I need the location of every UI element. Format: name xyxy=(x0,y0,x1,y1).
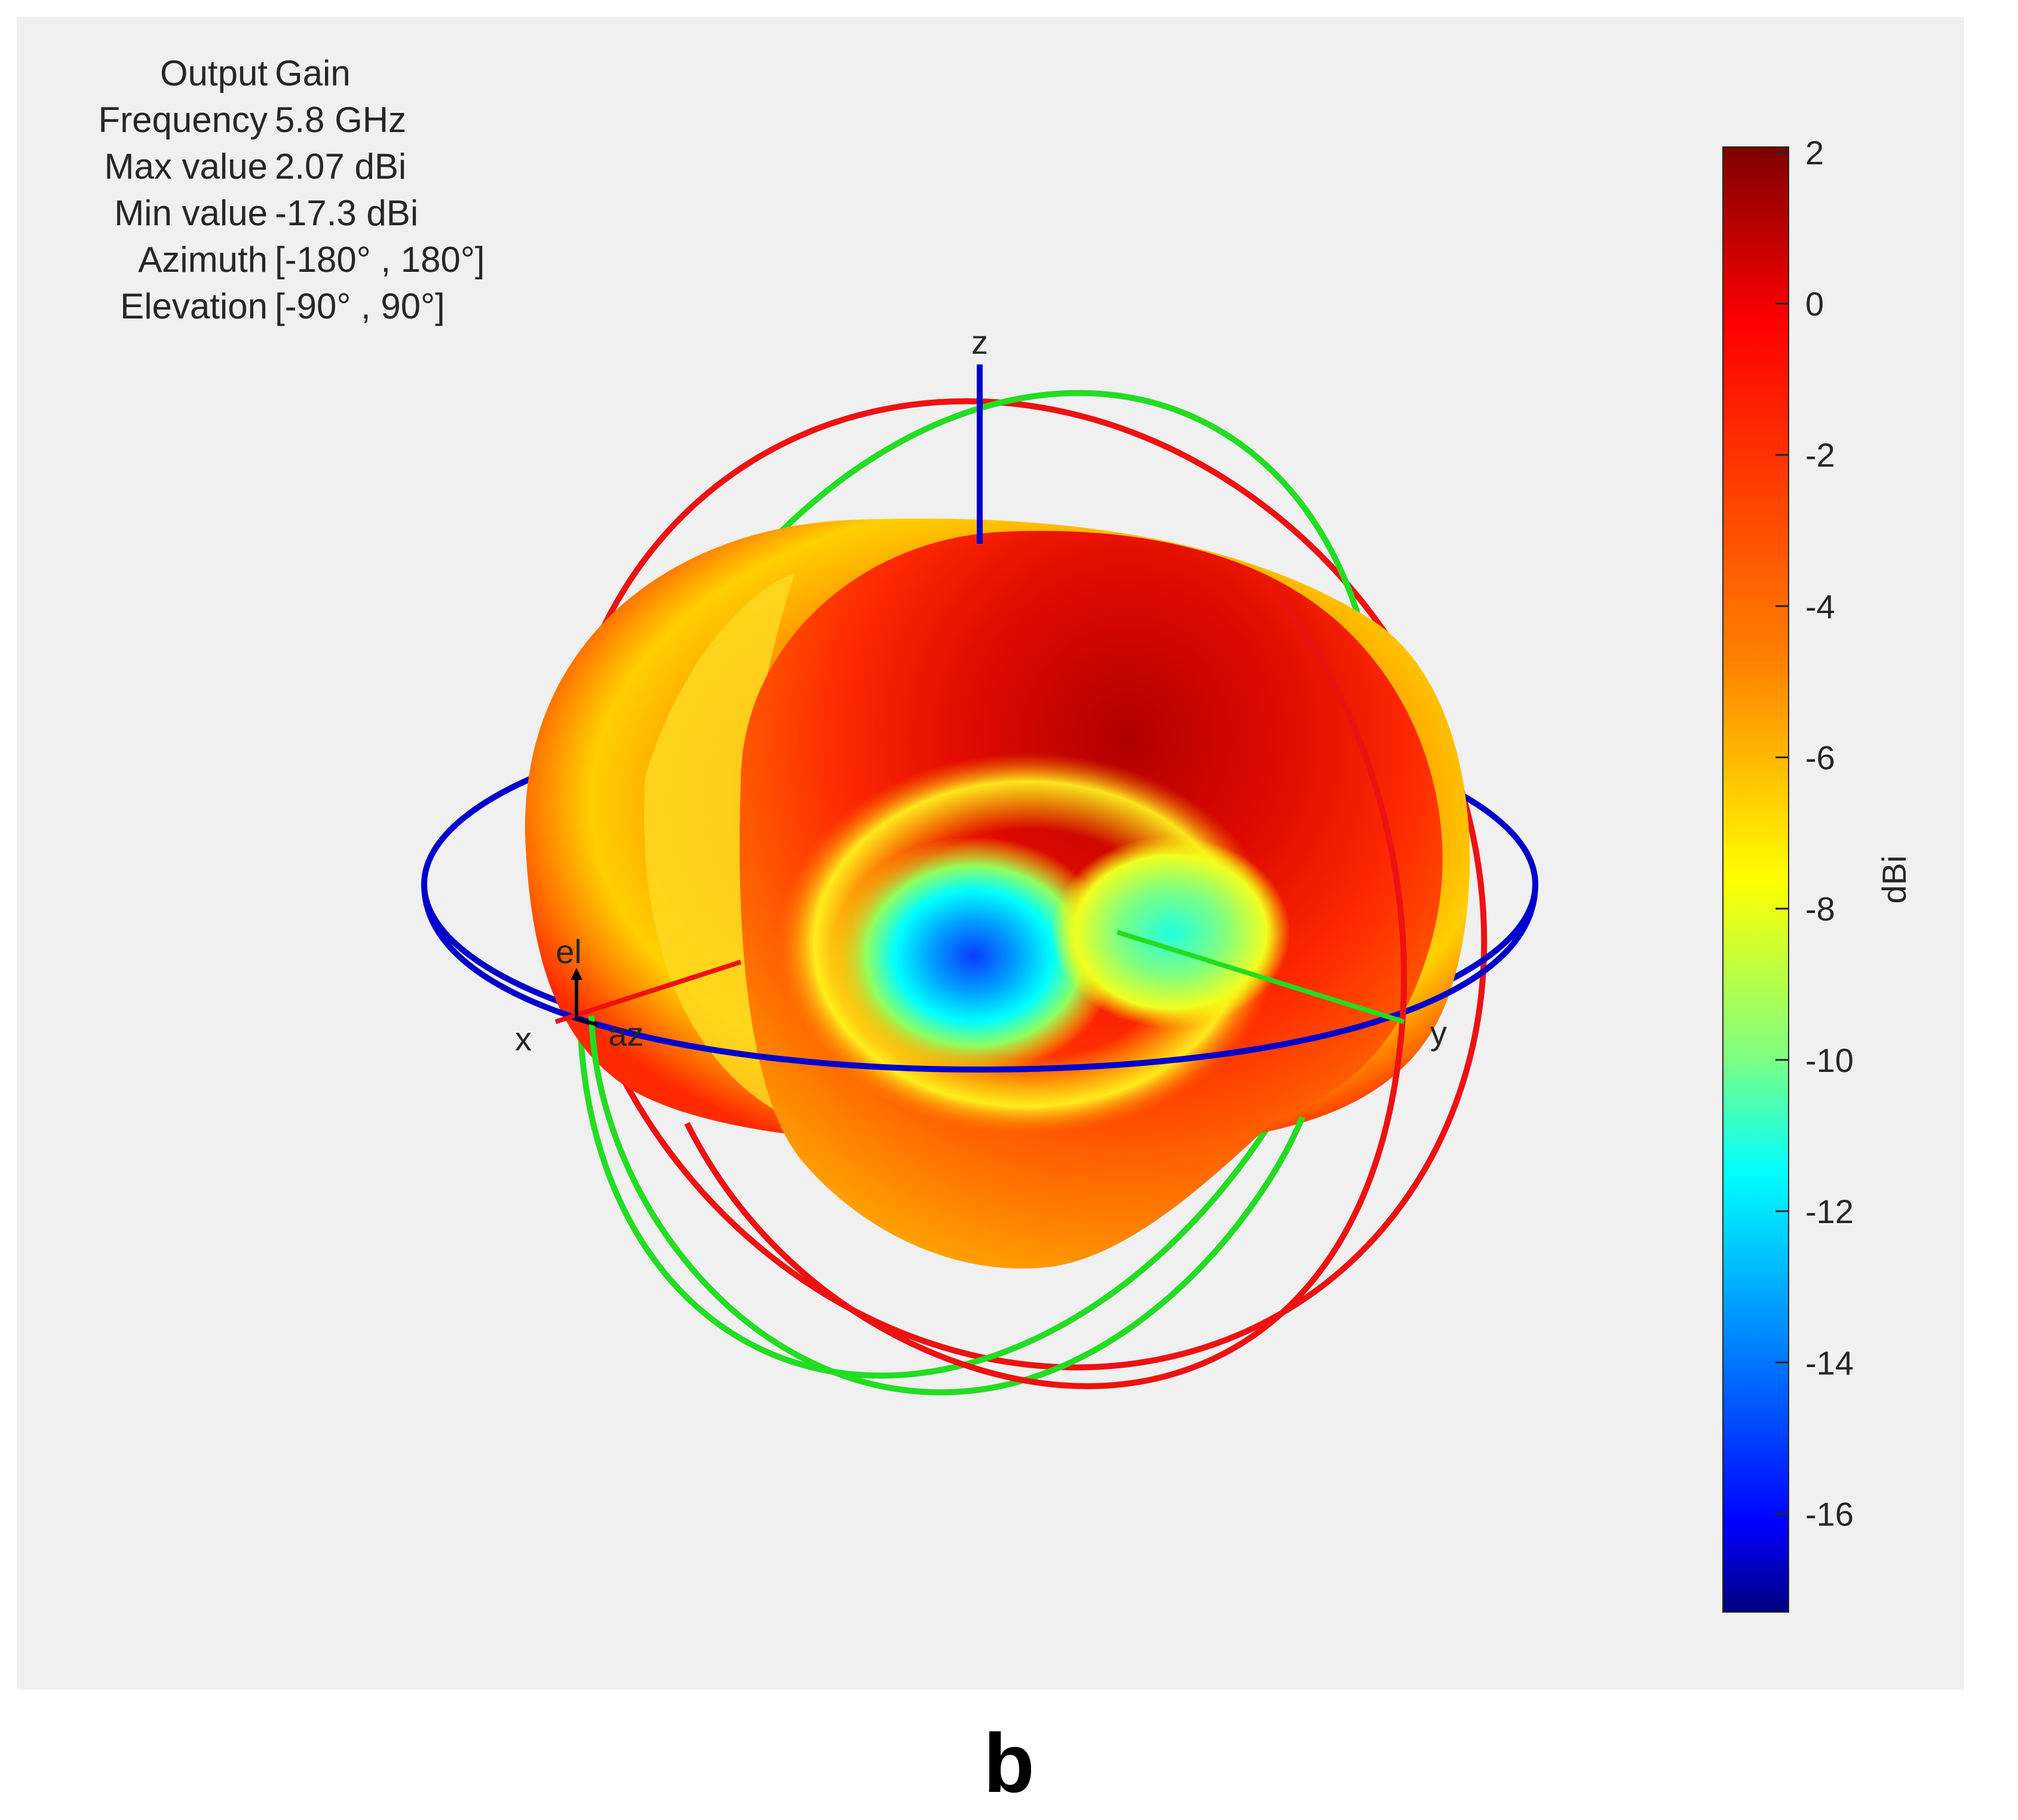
info-value: Gain xyxy=(275,53,351,93)
info-value: [-180° , 180°] xyxy=(275,240,485,280)
colorbar-tick-label: -2 xyxy=(1805,436,1835,474)
info-value: [-90° , 90°] xyxy=(275,286,445,326)
x-axis xyxy=(554,960,742,1024)
info-row-elevation: Elevation [-90° , 90°] xyxy=(17,286,554,332)
el-label: el xyxy=(556,933,582,970)
info-row-azimuth: Azimuth [-180° , 180°] xyxy=(17,239,554,286)
colorbar-tick-label: -4 xyxy=(1805,587,1835,625)
info-key: Frequency xyxy=(98,100,268,140)
info-key: Elevation xyxy=(120,286,268,326)
panel-label: b xyxy=(983,1716,1035,1810)
null-region-secondary xyxy=(1051,837,1290,1028)
el-arrow-head xyxy=(571,968,582,980)
colorbar-ticks: 2 0 -2 -4 -6 -8 -10 -12 -14 -16 xyxy=(1775,134,1854,1533)
axis-label-x: x xyxy=(515,1020,532,1058)
azimuth-plane-circle-front xyxy=(421,884,1538,1073)
colorbar-tick-label: 2 xyxy=(1805,134,1824,171)
colorbar-tick-label: -8 xyxy=(1805,890,1835,928)
colorbar-tick-label: 0 xyxy=(1805,285,1824,323)
colorbar-label: dBi xyxy=(1875,856,1913,904)
info-key: Min value xyxy=(114,193,268,233)
info-value: 2.07 dBi xyxy=(275,146,407,186)
colorbar-tick-label: -14 xyxy=(1805,1344,1854,1381)
info-row-output: Output Gain xyxy=(17,53,554,99)
axis-label-z: z xyxy=(971,323,988,361)
colorbar-tick-label: -16 xyxy=(1805,1495,1854,1533)
info-row-min-value: Min value -17.3 dBi xyxy=(17,192,554,239)
az-arrow xyxy=(576,1017,598,1027)
null-region-main xyxy=(830,837,1117,1076)
axis-label-y: y xyxy=(1430,1014,1447,1052)
colorbar-tick-label: -12 xyxy=(1805,1193,1854,1230)
colorbar-tick-label: -10 xyxy=(1805,1041,1854,1079)
colorbar-tick-label: -6 xyxy=(1805,739,1835,777)
info-row-max-value: Max value 2.07 dBi xyxy=(17,146,554,192)
info-key: Max value xyxy=(104,146,268,186)
info-value: 5.8 GHz xyxy=(275,100,407,140)
az-label: az xyxy=(608,1015,643,1053)
info-key: Azimuth xyxy=(138,240,268,280)
colorbar xyxy=(1722,146,1789,1613)
yz-plane-circle-front xyxy=(588,1015,1305,1396)
info-row-frequency: Frequency 5.8 GHz xyxy=(17,99,554,146)
info-key: Output xyxy=(160,53,268,93)
xz-plane-circle-front xyxy=(684,595,1407,1390)
info-value: -17.3 dBi xyxy=(275,193,419,233)
y-axis xyxy=(1116,930,1405,1024)
